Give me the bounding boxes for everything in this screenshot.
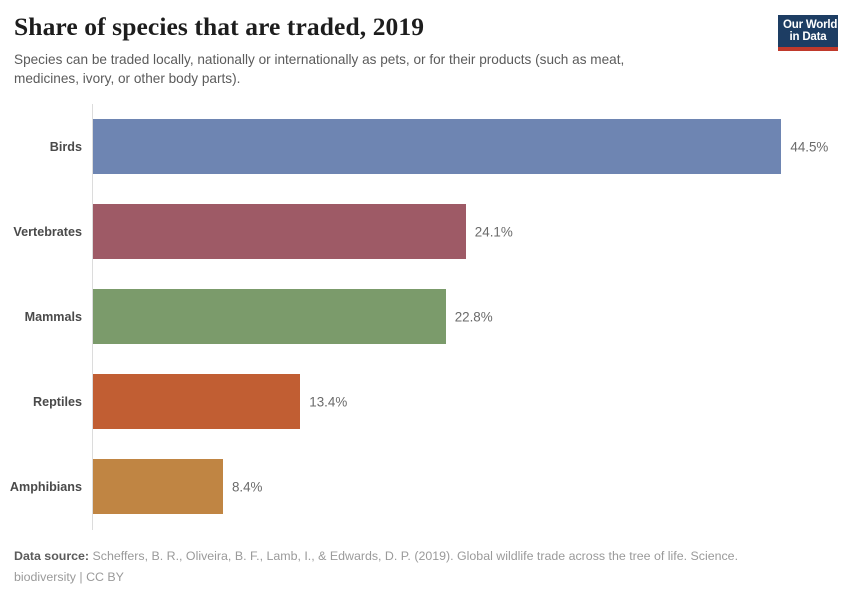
y-axis-line — [92, 104, 93, 530]
chart-subtitle: Species can be traded locally, nationall… — [14, 52, 625, 86]
bar-category-label: Mammals — [24, 309, 82, 324]
plot-area: Birds 44.5% Vertebrates 24.1% Mammals 22.8% Re… — [0, 104, 850, 532]
data-source-label: Data source: — [14, 549, 90, 563]
bar-value-label: 44.5% — [790, 139, 829, 154]
bar-amphibians[interactable] — [93, 459, 223, 514]
bar-row: Amphibians 8.4% — [0, 444, 850, 529]
bar-mammals[interactable] — [93, 289, 446, 344]
logo-line-one: Our World — [783, 19, 838, 31]
logo-line-two: in Data — [789, 31, 827, 43]
bar-birds[interactable] — [93, 119, 782, 174]
bar-row: Reptiles 13.4% — [0, 359, 850, 444]
bar-vertebrates[interactable] — [93, 204, 466, 259]
bar-value-label: 22.8% — [454, 309, 493, 324]
bar-value-label: 8.4% — [231, 479, 263, 494]
bar-value-label: 24.1% — [474, 224, 513, 239]
chart-header: Share of species that are traded, 2019 S… — [14, 12, 754, 88]
bar-row: Vertebrates 24.1% — [0, 189, 850, 274]
bar-category-label: Reptiles — [33, 394, 82, 409]
data-source-citation: Scheffers, B. R., Oliveira, B. F., Lamb,… — [89, 549, 739, 563]
license-line: biodiversity | CC BY — [14, 570, 124, 584]
bar-category-label: Birds — [49, 139, 82, 154]
bar-category-label: Amphibians — [9, 479, 82, 494]
our-world-in-data-logo[interactable]: Our World in Data — [778, 15, 838, 51]
data-source-line: Data source: Scheffers, B. R., Oliveira,… — [14, 546, 804, 567]
bar-reptiles[interactable] — [93, 374, 301, 429]
chart-footer: Data source: Scheffers, B. R., Oliveira,… — [14, 546, 804, 588]
chart-title: Share of species that are traded, 2019 — [14, 12, 425, 41]
bar-row: Mammals 22.8% — [0, 274, 850, 359]
bar-value-label: 13.4% — [309, 394, 348, 409]
bar-row: Birds 44.5% — [0, 104, 850, 189]
bar-category-label: Vertebrates — [13, 224, 82, 239]
